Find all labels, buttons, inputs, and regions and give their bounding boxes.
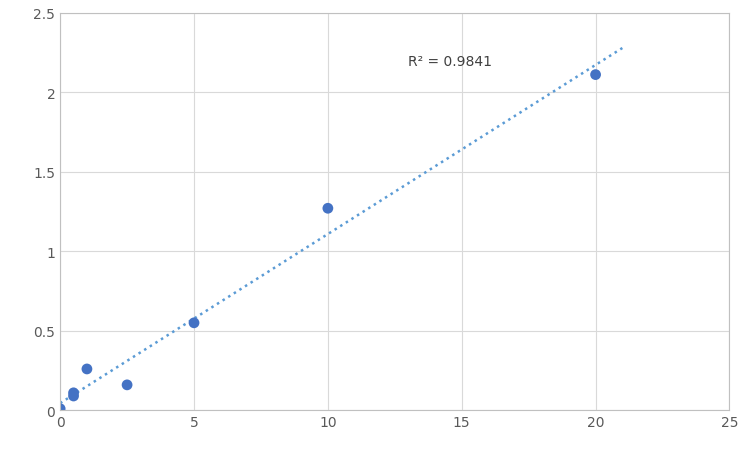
Text: R² = 0.9841: R² = 0.9841 bbox=[408, 55, 493, 69]
Point bbox=[81, 365, 93, 373]
Point bbox=[68, 392, 80, 400]
Point bbox=[322, 205, 334, 212]
Point bbox=[68, 389, 80, 396]
Point bbox=[188, 319, 200, 327]
Point bbox=[590, 72, 602, 79]
Point bbox=[54, 405, 66, 412]
Point bbox=[121, 382, 133, 389]
